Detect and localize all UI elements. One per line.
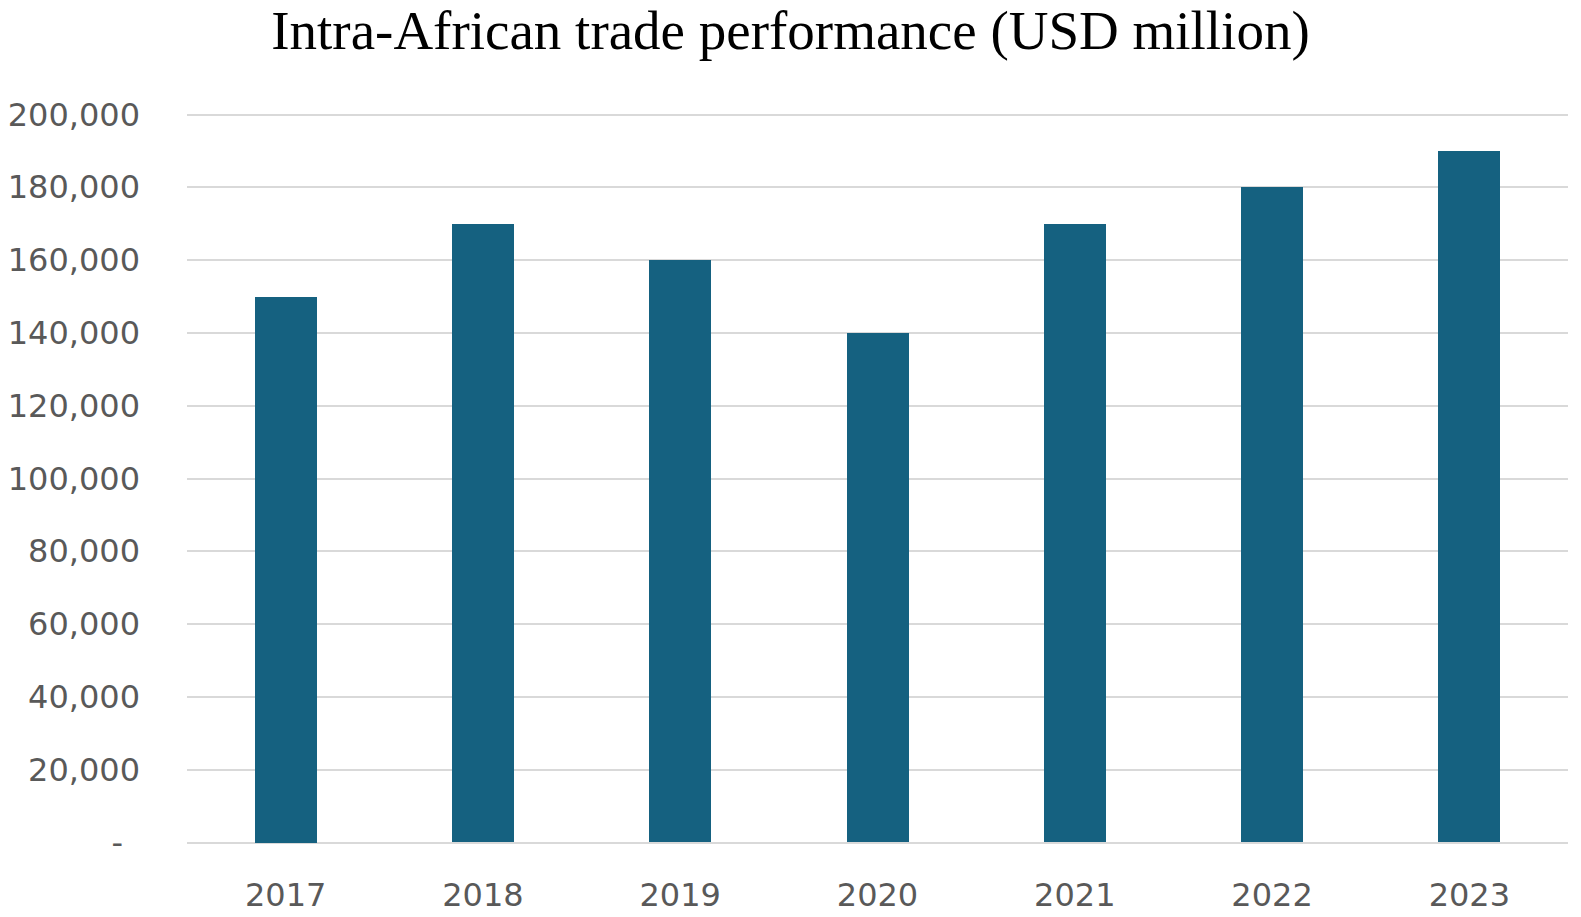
chart-title: Intra-African trade performance (USD mil…: [0, 0, 1581, 62]
x-axis-tick-label: 2017: [187, 876, 385, 914]
y-axis-tick-label: -: [0, 821, 123, 865]
bar-2023: [1438, 151, 1500, 843]
gridline: [187, 114, 1568, 116]
y-axis-tick-label: 180,000: [0, 165, 140, 209]
bar-2022: [1241, 187, 1303, 842]
x-axis-tick-label: 2022: [1173, 876, 1371, 914]
gridline: [187, 186, 1568, 188]
y-axis-tick-label: 20,000: [0, 748, 140, 792]
bar-2017: [255, 297, 317, 843]
plot-area: [187, 115, 1568, 843]
chart-figure: Intra-African trade performance (USD mil…: [0, 0, 1581, 917]
x-axis-tick-label: 2018: [384, 876, 582, 914]
bar-2021: [1044, 224, 1106, 843]
x-axis-tick-label: 2020: [779, 876, 977, 914]
x-axis-tick-label: 2019: [581, 876, 779, 914]
y-axis-tick-label: 140,000: [0, 311, 140, 355]
y-axis-tick-label: 40,000: [0, 675, 140, 719]
y-axis-tick-label: 160,000: [0, 238, 140, 282]
y-axis-tick-label: 200,000: [0, 93, 140, 137]
y-axis-tick-label: 100,000: [0, 457, 140, 501]
y-axis-tick-label: 80,000: [0, 529, 140, 573]
x-axis-tick-label: 2021: [976, 876, 1174, 914]
gridline: [187, 259, 1568, 261]
y-axis-tick-label: 120,000: [0, 384, 140, 428]
bar-2019: [649, 260, 711, 842]
x-axis-tick-label: 2023: [1370, 876, 1568, 914]
bar-2020: [847, 333, 909, 843]
y-axis-tick-label: 60,000: [0, 602, 140, 646]
bar-2018: [452, 224, 514, 843]
